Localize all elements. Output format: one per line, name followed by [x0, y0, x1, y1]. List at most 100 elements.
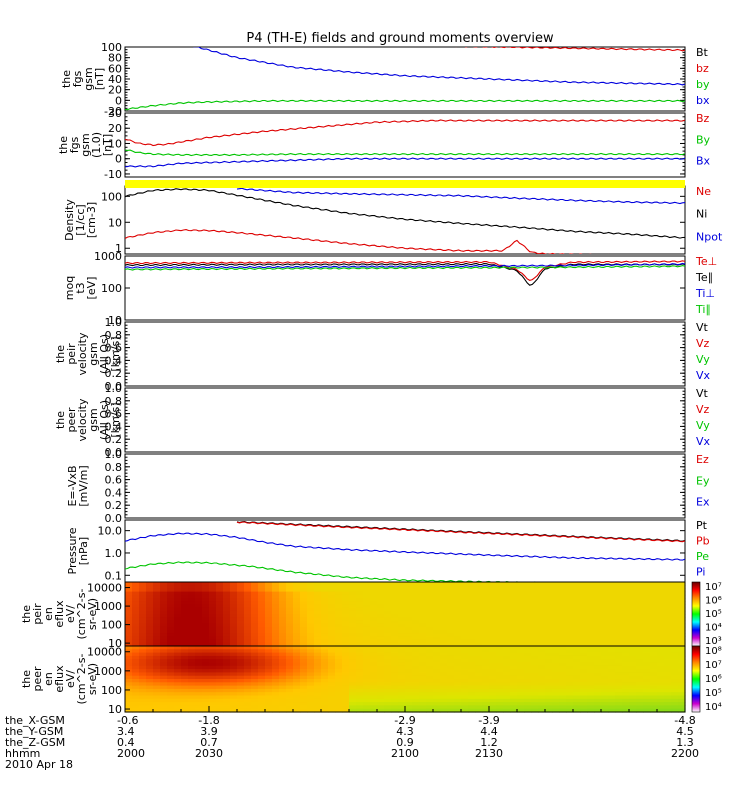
heatmap-cell	[496, 623, 504, 628]
heatmap-cell	[398, 692, 406, 697]
heatmap-cell	[559, 695, 567, 700]
heatmap-cell	[146, 630, 154, 634]
heatmap-cell	[188, 652, 196, 657]
heatmap-cell	[258, 705, 266, 710]
heatmap-cell	[643, 642, 651, 647]
heatmap-cell	[132, 652, 140, 657]
heatmap-cell	[370, 705, 378, 710]
heatmap-cell	[489, 633, 497, 637]
heatmap-cell	[650, 655, 658, 660]
heatmap-cell	[251, 594, 259, 599]
heatmap-cell	[307, 652, 315, 657]
heatmap-cell	[216, 614, 224, 618]
heatmap-cell	[608, 649, 616, 654]
heatmap-cell	[489, 662, 497, 667]
heatmap-cell	[349, 708, 357, 713]
heatmap-cell	[538, 614, 546, 618]
heatmap-cell	[251, 649, 259, 654]
heatmap-cell	[419, 652, 427, 657]
heatmap-cell	[433, 649, 441, 654]
heatmap-cell	[391, 639, 399, 644]
y-tick-label: 0.0	[105, 512, 123, 525]
heatmap-cell	[237, 591, 245, 596]
heatmap-cell	[608, 604, 616, 609]
heatmap-cell	[475, 614, 483, 618]
heatmap-cell	[335, 614, 343, 618]
heatmap-cell	[405, 642, 413, 647]
heatmap-cell	[510, 679, 518, 683]
heatmap-cell	[160, 588, 168, 593]
heatmap-cell	[552, 675, 560, 680]
heatmap-cell	[293, 633, 301, 637]
heatmap-cell	[139, 588, 147, 593]
heatmap-cell	[559, 688, 567, 693]
heatmap-cell	[314, 633, 322, 637]
heatmap-cell	[391, 708, 399, 713]
heatmap-cell	[538, 633, 546, 637]
heatmap-cell	[181, 636, 189, 641]
heatmap-cell	[328, 698, 336, 703]
heatmap-cell	[636, 705, 644, 710]
heatmap-cell	[482, 685, 490, 690]
heatmap-cell	[657, 582, 665, 586]
heatmap-cell	[517, 695, 525, 700]
heatmap-cell	[125, 633, 133, 637]
heatmap-cell	[643, 633, 651, 637]
heatmap-cell	[328, 702, 336, 706]
heatmap-cell	[580, 582, 588, 586]
heatmap-cell	[496, 636, 504, 641]
heatmap-cell	[454, 626, 462, 631]
heatmap-cell	[601, 659, 609, 664]
heatmap-cell	[510, 665, 518, 670]
heatmap-cell	[601, 679, 609, 683]
heatmap-cell	[356, 585, 364, 589]
heatmap-cell	[419, 630, 427, 634]
heatmap-cell	[650, 582, 658, 586]
heatmap-cell	[587, 642, 595, 647]
heatmap-cell	[342, 588, 350, 593]
heatmap-cell	[251, 698, 259, 703]
heatmap-cell	[475, 708, 483, 713]
heatmap-cell	[517, 682, 525, 687]
heatmap-cell	[314, 601, 322, 605]
heatmap-cell	[671, 620, 679, 625]
heatmap-cell	[517, 649, 525, 654]
heatmap-cell	[202, 588, 210, 593]
heatmap-cell	[531, 646, 539, 650]
legend-entry: Vy	[696, 353, 710, 366]
heatmap-cell	[202, 646, 210, 650]
y-tick-label: 100	[101, 41, 122, 54]
heatmap-cell	[664, 623, 672, 628]
y-tick-label: 20	[108, 122, 122, 135]
heatmap-cell	[349, 662, 357, 667]
heatmap-cell	[650, 585, 658, 589]
heatmap-cell	[195, 659, 203, 664]
heatmap-cell	[258, 692, 266, 697]
heatmap-cell	[475, 630, 483, 634]
heatmap-cell	[167, 588, 175, 593]
heatmap-cell	[146, 582, 154, 586]
heatmap-cell	[552, 662, 560, 667]
heatmap-cell	[398, 705, 406, 710]
heatmap-cell	[153, 702, 161, 706]
y-tick-label: 0.4	[105, 354, 123, 367]
heatmap-cell	[125, 620, 133, 625]
heatmap-cell	[349, 639, 357, 644]
heatmap-cell	[300, 585, 308, 589]
heatmap-cell	[174, 617, 182, 621]
heatmap-cell	[153, 633, 161, 637]
heatmap-cell	[531, 607, 539, 612]
y-axis-label: sr-eV)	[86, 598, 99, 630]
heatmap-cell	[545, 626, 553, 631]
heatmap-cell	[461, 659, 469, 664]
heatmap-cell	[132, 610, 140, 615]
y-axis-label: [km/s]	[109, 402, 122, 437]
heatmap-cell	[671, 655, 679, 660]
y-tick-label: 0.0	[105, 446, 123, 459]
heatmap-cell	[559, 705, 567, 710]
heatmap-cell	[447, 695, 455, 700]
heatmap-cell	[384, 695, 392, 700]
heatmap-cell	[447, 669, 455, 673]
heatmap-cell	[293, 604, 301, 609]
